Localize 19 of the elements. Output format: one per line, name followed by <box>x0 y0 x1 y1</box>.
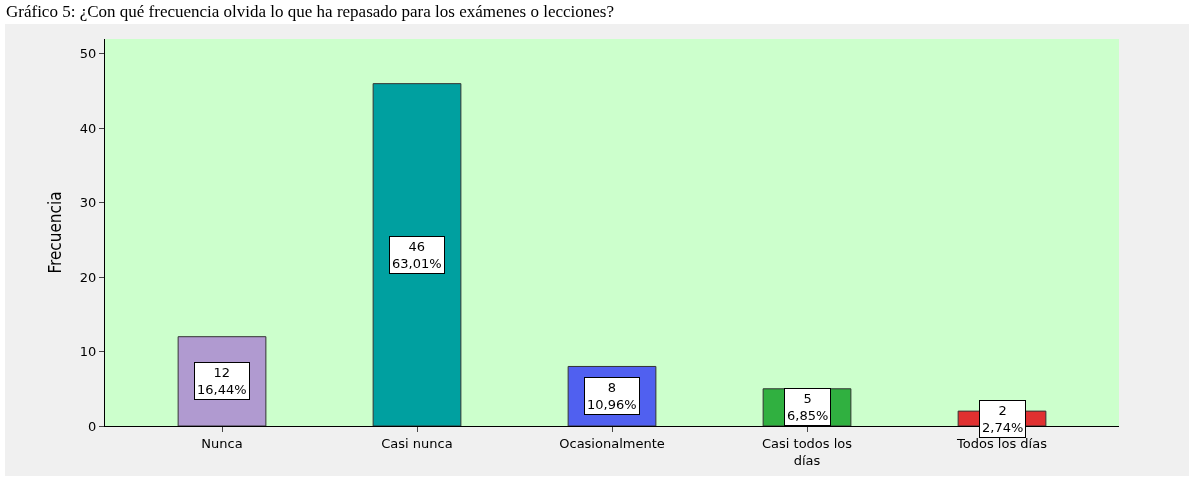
y-tick-label: 0 <box>88 418 97 434</box>
x-tick-label: Casi nunca <box>381 435 453 451</box>
data-label: 8 10,96% <box>587 380 637 412</box>
data-label: 5 6,85% <box>787 391 829 423</box>
y-tick-label: 10 <box>79 344 97 360</box>
data-label: 46 63,01% <box>392 239 442 271</box>
x-tick-label: Casi todos los días <box>761 435 853 468</box>
data-label: 2 2,74% <box>982 403 1024 435</box>
y-tick-label: 50 <box>79 46 97 62</box>
y-tick-label: 20 <box>79 269 97 285</box>
x-tick-label: Todos los días <box>956 435 1048 451</box>
y-tick-label: 30 <box>79 195 97 211</box>
x-tick-label: Nunca <box>201 435 243 451</box>
y-axis-title: Frecuencia <box>45 191 65 274</box>
x-tick-label: Ocasionalmente <box>559 435 665 451</box>
bar <box>372 83 462 426</box>
y-tick-label: 40 <box>79 120 97 136</box>
data-label: 12 16,44% <box>197 365 247 397</box>
chart-title: Gráfico 5: ¿Con qué frecuencia olvida lo que ha repasado para los exámenes o lecciones? <box>5 1 615 23</box>
